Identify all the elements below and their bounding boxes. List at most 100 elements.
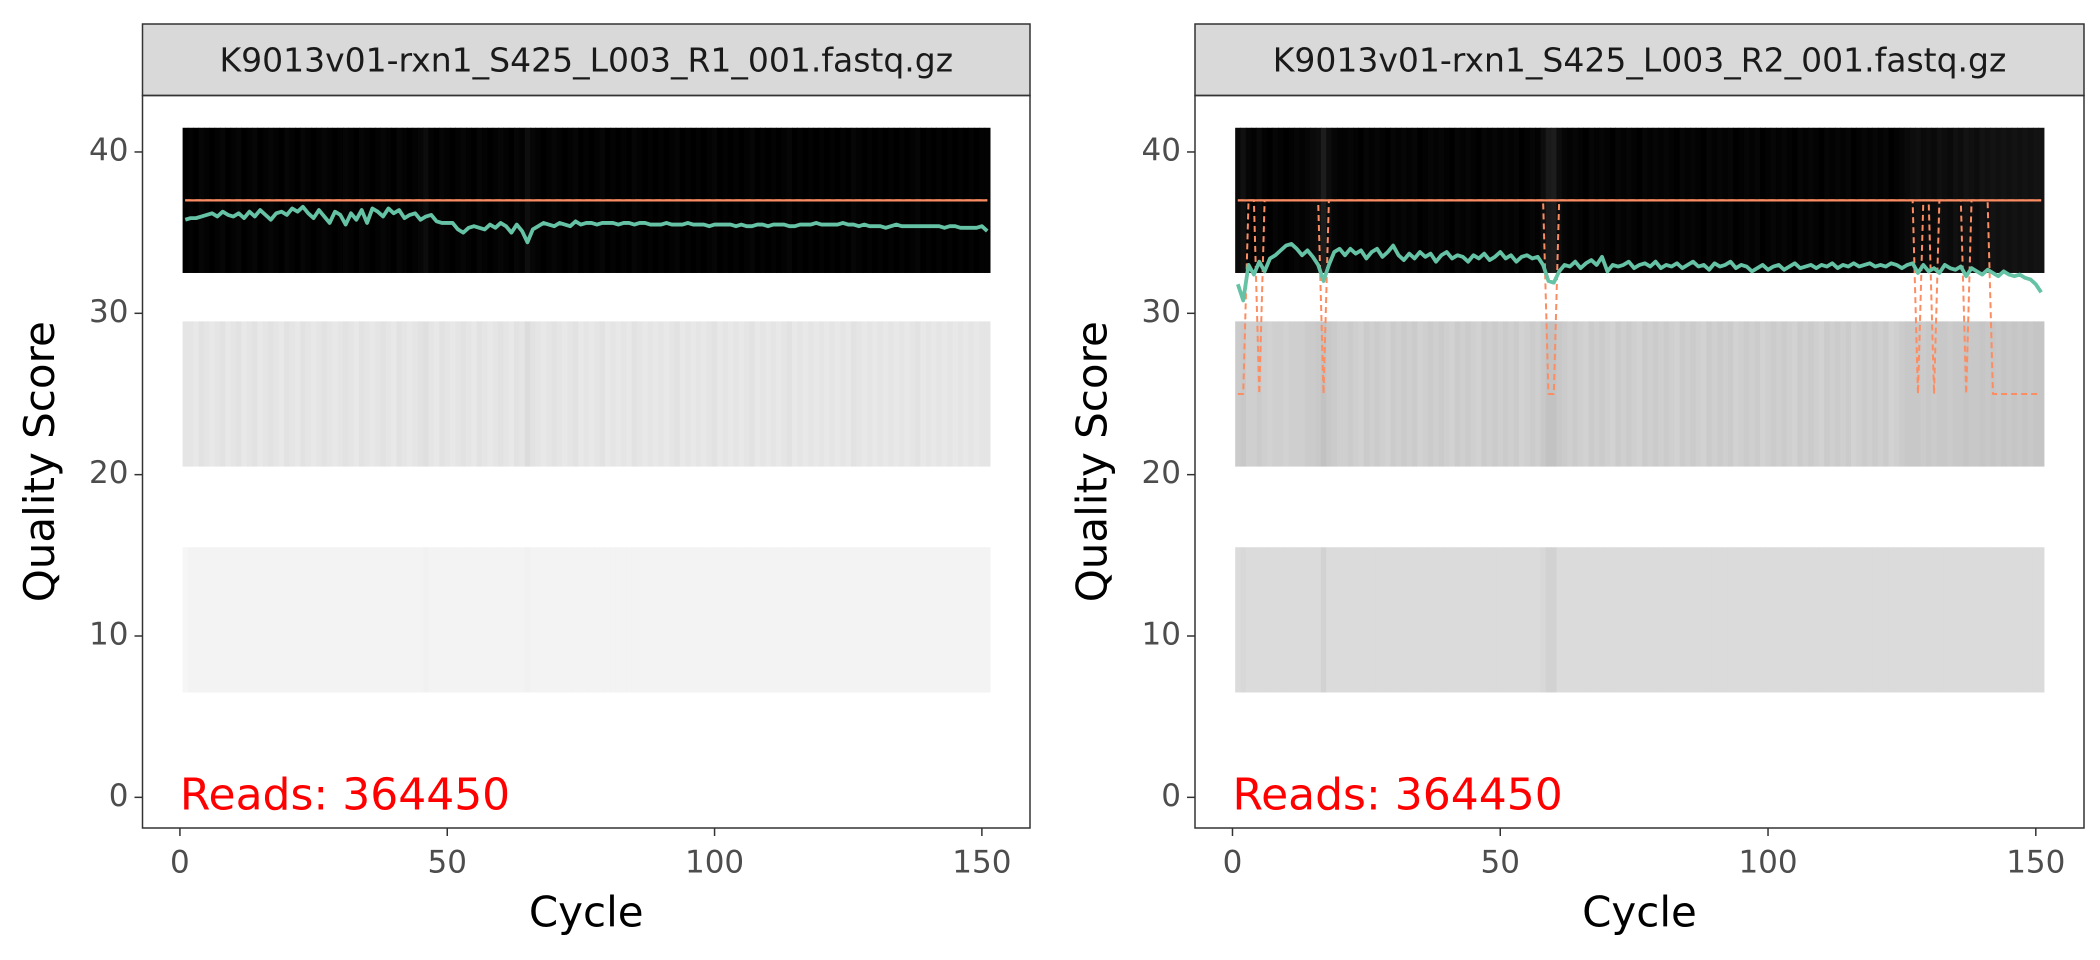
heat-tile [278,547,285,693]
heat-tile [1551,321,1558,467]
heat-tile [1583,321,1590,467]
heat-tile [882,321,889,467]
heat-tile [1465,547,1472,693]
heat-tile [1358,547,1365,693]
heat-tile [1776,547,1783,693]
heat-tile [642,547,649,693]
heat-tile [1304,547,1311,693]
heat-tile [1588,547,1595,693]
heat-tile [1679,547,1686,693]
heat-tile [861,321,868,467]
heat-tile [1647,547,1654,693]
heat-tile [1347,547,1354,693]
heat-tile [391,321,398,467]
heat-tile [1267,321,1274,467]
heat-tile [1947,547,1954,693]
heat-tile [1674,321,1681,467]
heat-tile [727,547,734,693]
heat-tile [1336,321,1343,467]
heat-tile [1615,321,1622,467]
heat-tile [808,547,815,693]
heat-tile [695,321,702,467]
heat-tile [615,321,622,467]
heat-tile [487,547,494,693]
heat-tile [1642,321,1649,467]
heat-tile [1883,321,1890,467]
heat-tile [433,547,440,693]
heat-tile [1347,321,1354,467]
heat-tile [1492,321,1499,467]
heat-tile [925,321,932,467]
heat-tile [706,547,713,693]
heat-tile [375,547,382,693]
heat-tile [1968,321,1975,467]
heat-tile [599,547,606,693]
heat-tile [1390,321,1397,467]
heat-tile [604,321,611,467]
heat-tile [1261,321,1268,467]
heat-tile [209,547,216,693]
heat-tile [904,547,911,693]
heat-tile [1470,547,1477,693]
heat-tile [1610,547,1617,693]
heat-tile [417,547,424,693]
heat-tile [1851,321,1857,467]
heat-tile [1626,547,1633,693]
heat-tile [380,547,387,693]
heat-tile [364,321,371,467]
heat-tile [1856,547,1863,693]
heat-tile [1502,547,1509,693]
heat-tile [583,321,590,467]
heat-tile [530,321,537,467]
heat-tile [1358,321,1365,467]
heat-tile [1797,321,1804,467]
heat-tile [1438,547,1445,693]
heat-tile [455,547,462,693]
heat-tile [610,547,617,693]
heat-tile [481,547,488,693]
heat-tile [1336,547,1343,693]
heat-tile [1829,547,1836,693]
heat-tile [1235,547,1242,693]
strip [1194,23,2085,97]
heat-tile [1615,547,1622,693]
heat-tile [637,547,643,693]
heat-tile [1845,321,1852,467]
heat-tile [514,321,521,467]
heat-tile [685,321,692,467]
heat-tile [1674,547,1681,693]
heat-tile [776,547,782,693]
heat-tile [899,321,905,467]
heat-tile [583,547,590,693]
heat-tile [1658,321,1665,467]
heat-tile [936,547,943,693]
heat-tile [717,321,724,467]
heat-tile [2017,321,2024,467]
heat-tile [321,547,328,693]
heat-tile [294,321,301,467]
heat-tile [781,547,788,693]
heat-tile [952,547,959,693]
heat-tile [813,547,820,693]
heat-tile [824,321,831,467]
heat-tile [1310,547,1317,693]
strip [141,23,1031,97]
heat-tile [1492,547,1499,693]
heat-tile [690,547,697,693]
heat-tile [1743,321,1750,467]
heat-tile [465,547,472,693]
heat-tile [1765,321,1772,467]
heat-tile [353,321,360,467]
heat-tile [198,547,205,693]
heat-tile [268,321,275,467]
heat-tile [1722,547,1729,693]
heat-tile [262,321,269,467]
heat-tile [401,321,408,467]
heat-tile [893,321,900,467]
x-tick-label: 100 [685,845,744,881]
heat-tile [348,321,355,467]
heat-tile [2038,547,2045,693]
heat-tile [481,321,488,467]
heat-tile [471,547,478,693]
heat-tile [925,547,932,693]
